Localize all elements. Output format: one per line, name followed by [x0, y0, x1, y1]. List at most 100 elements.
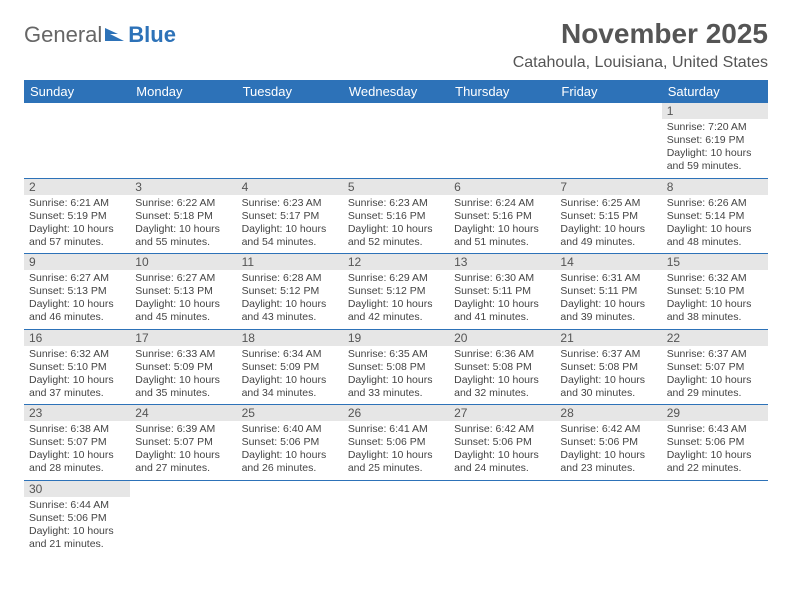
- day-cell-3: 3Sunrise: 6:22 AMSunset: 5:18 PMDaylight…: [130, 178, 236, 254]
- day-details: Sunrise: 6:37 AMSunset: 5:08 PMDaylight:…: [555, 346, 661, 405]
- day-number: 26: [343, 405, 449, 421]
- day-details: Sunrise: 6:42 AMSunset: 5:06 PMDaylight:…: [555, 421, 661, 480]
- day-number: 28: [555, 405, 661, 421]
- day-details: Sunrise: 6:35 AMSunset: 5:08 PMDaylight:…: [343, 346, 449, 405]
- day-details: Sunrise: 6:44 AMSunset: 5:06 PMDaylight:…: [24, 497, 130, 556]
- logo-text-1: General: [24, 22, 102, 48]
- day-details: Sunrise: 6:23 AMSunset: 5:17 PMDaylight:…: [237, 195, 343, 254]
- day-cell-29: 29Sunrise: 6:43 AMSunset: 5:06 PMDayligh…: [662, 405, 768, 481]
- day-details: Sunrise: 6:38 AMSunset: 5:07 PMDaylight:…: [24, 421, 130, 480]
- day-details: Sunrise: 6:42 AMSunset: 5:06 PMDaylight:…: [449, 421, 555, 480]
- day-number: 30: [24, 481, 130, 497]
- day-number: 8: [662, 179, 768, 195]
- calendar-row: 16Sunrise: 6:32 AMSunset: 5:10 PMDayligh…: [24, 329, 768, 405]
- day-details: Sunrise: 6:26 AMSunset: 5:14 PMDaylight:…: [662, 195, 768, 254]
- day-details: Sunrise: 6:39 AMSunset: 5:07 PMDaylight:…: [130, 421, 236, 480]
- day-details: Sunrise: 6:31 AMSunset: 5:11 PMDaylight:…: [555, 270, 661, 329]
- day-number: 29: [662, 405, 768, 421]
- day-number: 6: [449, 179, 555, 195]
- month-title: November 2025: [513, 18, 768, 50]
- day-cell-24: 24Sunrise: 6:39 AMSunset: 5:07 PMDayligh…: [130, 405, 236, 481]
- day-cell-19: 19Sunrise: 6:35 AMSunset: 5:08 PMDayligh…: [343, 329, 449, 405]
- day-number: 4: [237, 179, 343, 195]
- weekday-tuesday: Tuesday: [237, 80, 343, 103]
- page: General Blue November 2025 Catahoula, Lo…: [0, 0, 792, 573]
- day-details: Sunrise: 6:25 AMSunset: 5:15 PMDaylight:…: [555, 195, 661, 254]
- day-cell-9: 9Sunrise: 6:27 AMSunset: 5:13 PMDaylight…: [24, 254, 130, 330]
- day-details: Sunrise: 6:37 AMSunset: 5:07 PMDaylight:…: [662, 346, 768, 405]
- weekday-wednesday: Wednesday: [343, 80, 449, 103]
- empty-cell: [130, 480, 236, 555]
- day-cell-17: 17Sunrise: 6:33 AMSunset: 5:09 PMDayligh…: [130, 329, 236, 405]
- day-details: Sunrise: 6:33 AMSunset: 5:09 PMDaylight:…: [130, 346, 236, 405]
- day-cell-5: 5Sunrise: 6:23 AMSunset: 5:16 PMDaylight…: [343, 178, 449, 254]
- weekday-thursday: Thursday: [449, 80, 555, 103]
- day-number: 21: [555, 330, 661, 346]
- day-number: 22: [662, 330, 768, 346]
- day-cell-16: 16Sunrise: 6:32 AMSunset: 5:10 PMDayligh…: [24, 329, 130, 405]
- day-number: 18: [237, 330, 343, 346]
- empty-cell: [237, 103, 343, 178]
- day-number: 1: [662, 103, 768, 119]
- day-number: 7: [555, 179, 661, 195]
- day-cell-1: 1Sunrise: 7:20 AMSunset: 6:19 PMDaylight…: [662, 103, 768, 178]
- day-cell-21: 21Sunrise: 6:37 AMSunset: 5:08 PMDayligh…: [555, 329, 661, 405]
- day-number: 13: [449, 254, 555, 270]
- day-number: 20: [449, 330, 555, 346]
- day-details: Sunrise: 6:40 AMSunset: 5:06 PMDaylight:…: [237, 421, 343, 480]
- empty-cell: [343, 480, 449, 555]
- day-number: 5: [343, 179, 449, 195]
- day-details: Sunrise: 6:24 AMSunset: 5:16 PMDaylight:…: [449, 195, 555, 254]
- day-number: 17: [130, 330, 236, 346]
- day-details: Sunrise: 6:36 AMSunset: 5:08 PMDaylight:…: [449, 346, 555, 405]
- day-number: 14: [555, 254, 661, 270]
- day-details: Sunrise: 6:32 AMSunset: 5:10 PMDaylight:…: [662, 270, 768, 329]
- title-block: November 2025 Catahoula, Louisiana, Unit…: [513, 18, 768, 72]
- calendar-row: 23Sunrise: 6:38 AMSunset: 5:07 PMDayligh…: [24, 405, 768, 481]
- day-number: 27: [449, 405, 555, 421]
- day-cell-25: 25Sunrise: 6:40 AMSunset: 5:06 PMDayligh…: [237, 405, 343, 481]
- day-cell-6: 6Sunrise: 6:24 AMSunset: 5:16 PMDaylight…: [449, 178, 555, 254]
- day-details: Sunrise: 6:32 AMSunset: 5:10 PMDaylight:…: [24, 346, 130, 405]
- empty-cell: [662, 480, 768, 555]
- empty-cell: [555, 480, 661, 555]
- empty-cell: [555, 103, 661, 178]
- calendar-table: SundayMondayTuesdayWednesdayThursdayFrid…: [24, 80, 768, 555]
- day-details: Sunrise: 6:29 AMSunset: 5:12 PMDaylight:…: [343, 270, 449, 329]
- day-number: 16: [24, 330, 130, 346]
- day-details: Sunrise: 6:41 AMSunset: 5:06 PMDaylight:…: [343, 421, 449, 480]
- day-cell-23: 23Sunrise: 6:38 AMSunset: 5:07 PMDayligh…: [24, 405, 130, 481]
- weekday-friday: Friday: [555, 80, 661, 103]
- day-details: Sunrise: 6:22 AMSunset: 5:18 PMDaylight:…: [130, 195, 236, 254]
- calendar-head: SundayMondayTuesdayWednesdayThursdayFrid…: [24, 80, 768, 103]
- day-details: Sunrise: 7:20 AMSunset: 6:19 PMDaylight:…: [662, 119, 768, 178]
- weekday-sunday: Sunday: [24, 80, 130, 103]
- location: Catahoula, Louisiana, United States: [513, 54, 768, 72]
- empty-cell: [237, 480, 343, 555]
- day-number: 19: [343, 330, 449, 346]
- day-details: Sunrise: 6:43 AMSunset: 5:06 PMDaylight:…: [662, 421, 768, 480]
- day-cell-11: 11Sunrise: 6:28 AMSunset: 5:12 PMDayligh…: [237, 254, 343, 330]
- day-details: Sunrise: 6:23 AMSunset: 5:16 PMDaylight:…: [343, 195, 449, 254]
- logo-text-2: Blue: [128, 22, 176, 48]
- day-cell-7: 7Sunrise: 6:25 AMSunset: 5:15 PMDaylight…: [555, 178, 661, 254]
- flag-icon: [104, 26, 126, 44]
- weekday-row: SundayMondayTuesdayWednesdayThursdayFrid…: [24, 80, 768, 103]
- day-cell-2: 2Sunrise: 6:21 AMSunset: 5:19 PMDaylight…: [24, 178, 130, 254]
- day-details: Sunrise: 6:27 AMSunset: 5:13 PMDaylight:…: [24, 270, 130, 329]
- header: General Blue November 2025 Catahoula, Lo…: [24, 18, 768, 72]
- calendar-row: 9Sunrise: 6:27 AMSunset: 5:13 PMDaylight…: [24, 254, 768, 330]
- day-details: Sunrise: 6:21 AMSunset: 5:19 PMDaylight:…: [24, 195, 130, 254]
- calendar-row: 30Sunrise: 6:44 AMSunset: 5:06 PMDayligh…: [24, 480, 768, 555]
- empty-cell: [343, 103, 449, 178]
- day-number: 12: [343, 254, 449, 270]
- weekday-monday: Monday: [130, 80, 236, 103]
- day-number: 24: [130, 405, 236, 421]
- day-number: 3: [130, 179, 236, 195]
- day-cell-13: 13Sunrise: 6:30 AMSunset: 5:11 PMDayligh…: [449, 254, 555, 330]
- day-cell-14: 14Sunrise: 6:31 AMSunset: 5:11 PMDayligh…: [555, 254, 661, 330]
- calendar-body: 1Sunrise: 7:20 AMSunset: 6:19 PMDaylight…: [24, 103, 768, 555]
- day-cell-22: 22Sunrise: 6:37 AMSunset: 5:07 PMDayligh…: [662, 329, 768, 405]
- empty-cell: [24, 103, 130, 178]
- calendar-row: 2Sunrise: 6:21 AMSunset: 5:19 PMDaylight…: [24, 178, 768, 254]
